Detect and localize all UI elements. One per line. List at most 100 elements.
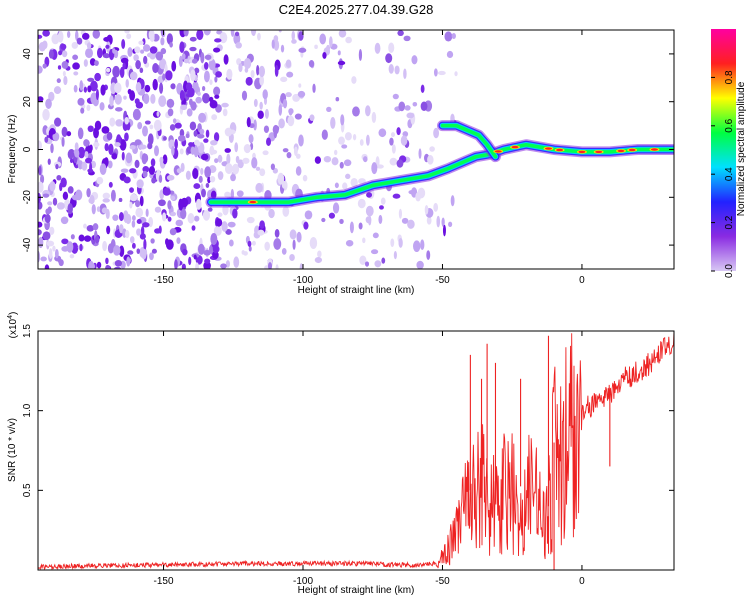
noise-speck (136, 218, 142, 225)
noise-speck (42, 193, 50, 198)
noise-speck (42, 30, 50, 37)
noise-speck (77, 146, 86, 159)
noise-speck (326, 106, 332, 113)
noise-speck (185, 82, 193, 91)
noise-speck (66, 30, 71, 38)
noise-speck (102, 240, 108, 252)
noise-speck (38, 250, 41, 263)
noise-speck (420, 239, 425, 251)
noise-speck (83, 86, 88, 93)
noise-speck (192, 167, 199, 180)
noise-speck (344, 132, 352, 141)
noise-speck (134, 159, 140, 169)
noise-speck (280, 76, 288, 83)
noise-speck (426, 216, 432, 225)
noise-speck (112, 48, 116, 54)
noise-speck (259, 101, 263, 110)
noise-speck (114, 82, 122, 94)
noise-speck (90, 92, 98, 105)
noise-speck (38, 221, 43, 228)
noise-speck (247, 240, 252, 247)
ridge-hotspot-core (628, 148, 636, 152)
noise-speck (87, 85, 92, 93)
colorbar-tick-label: 0.4 (724, 167, 735, 181)
noise-speck (207, 176, 211, 184)
noise-speck (400, 135, 408, 146)
noise-speck (44, 136, 49, 143)
noise-speck (137, 121, 143, 130)
noise-speck (190, 69, 196, 82)
noise-speck (90, 80, 98, 92)
noise-speck (372, 232, 379, 239)
noise-speck (401, 217, 409, 224)
noise-speck (133, 54, 139, 62)
snr-x-label: Height of straight line (km) (298, 585, 415, 596)
noise-speck (138, 40, 144, 45)
noise-speck (61, 126, 68, 138)
noise-speck (75, 30, 79, 41)
noise-speck (148, 166, 156, 175)
noise-speck (143, 93, 150, 105)
ridge-hotspot-core (617, 149, 625, 153)
noise-speck (54, 248, 59, 259)
noise-speck (337, 60, 346, 66)
noise-speck (299, 263, 303, 269)
noise-speck (451, 32, 456, 40)
noise-speck (169, 228, 177, 236)
snr-y-label: SNR (10 * v/v) (7, 418, 18, 482)
noise-speck (111, 153, 118, 160)
noise-speck (277, 172, 285, 185)
noise-speck (366, 192, 373, 198)
noise-speck (274, 229, 280, 238)
noise-speck (190, 146, 195, 155)
noise-speck (72, 62, 80, 70)
noise-speck (319, 33, 327, 45)
noise-speck (437, 70, 446, 76)
noise-speck (172, 118, 177, 124)
noise-speck (105, 257, 109, 265)
noise-speck (214, 38, 222, 43)
noise-speck (125, 152, 133, 164)
noise-speck (136, 179, 144, 189)
noise-speck (160, 48, 167, 55)
noise-speck (176, 168, 183, 174)
noise-speck (107, 160, 113, 169)
noise-speck (105, 44, 110, 49)
noise-speck (138, 144, 147, 150)
noise-speck (141, 248, 147, 260)
noise-speck (38, 236, 44, 249)
noise-speck (332, 202, 340, 214)
noise-speck (217, 212, 223, 217)
noise-speck (448, 221, 453, 227)
noise-speck (61, 238, 69, 245)
noise-speck (194, 67, 200, 74)
noise-speck (321, 129, 328, 140)
noise-speck (165, 70, 173, 81)
noise-speck (198, 175, 203, 183)
noise-speck (217, 154, 223, 163)
noise-speck (106, 225, 111, 235)
noise-speck (268, 208, 275, 219)
noise-speck (89, 194, 95, 205)
noise-speck (114, 142, 121, 147)
noise-speck (40, 256, 47, 262)
noise-speck (235, 42, 242, 49)
noise-speck (127, 47, 133, 57)
noise-speck (289, 229, 297, 240)
noise-speck (317, 250, 322, 258)
noise-speck (83, 235, 92, 242)
noise-speck (87, 125, 94, 133)
noise-speck (149, 46, 158, 54)
noise-speck (110, 189, 116, 202)
noise-speck (83, 139, 90, 147)
noise-speck (83, 59, 88, 67)
noise-speck (79, 243, 83, 252)
noise-speck (296, 231, 302, 243)
spectrogram-y-tick-label: 20 (22, 96, 33, 108)
noise-speck (263, 125, 270, 134)
noise-speck (238, 63, 243, 73)
noise-speck (143, 238, 147, 251)
noise-speck (345, 173, 351, 180)
colorbar-tick-label: 0.8 (724, 70, 735, 84)
noise-speck (135, 207, 144, 218)
